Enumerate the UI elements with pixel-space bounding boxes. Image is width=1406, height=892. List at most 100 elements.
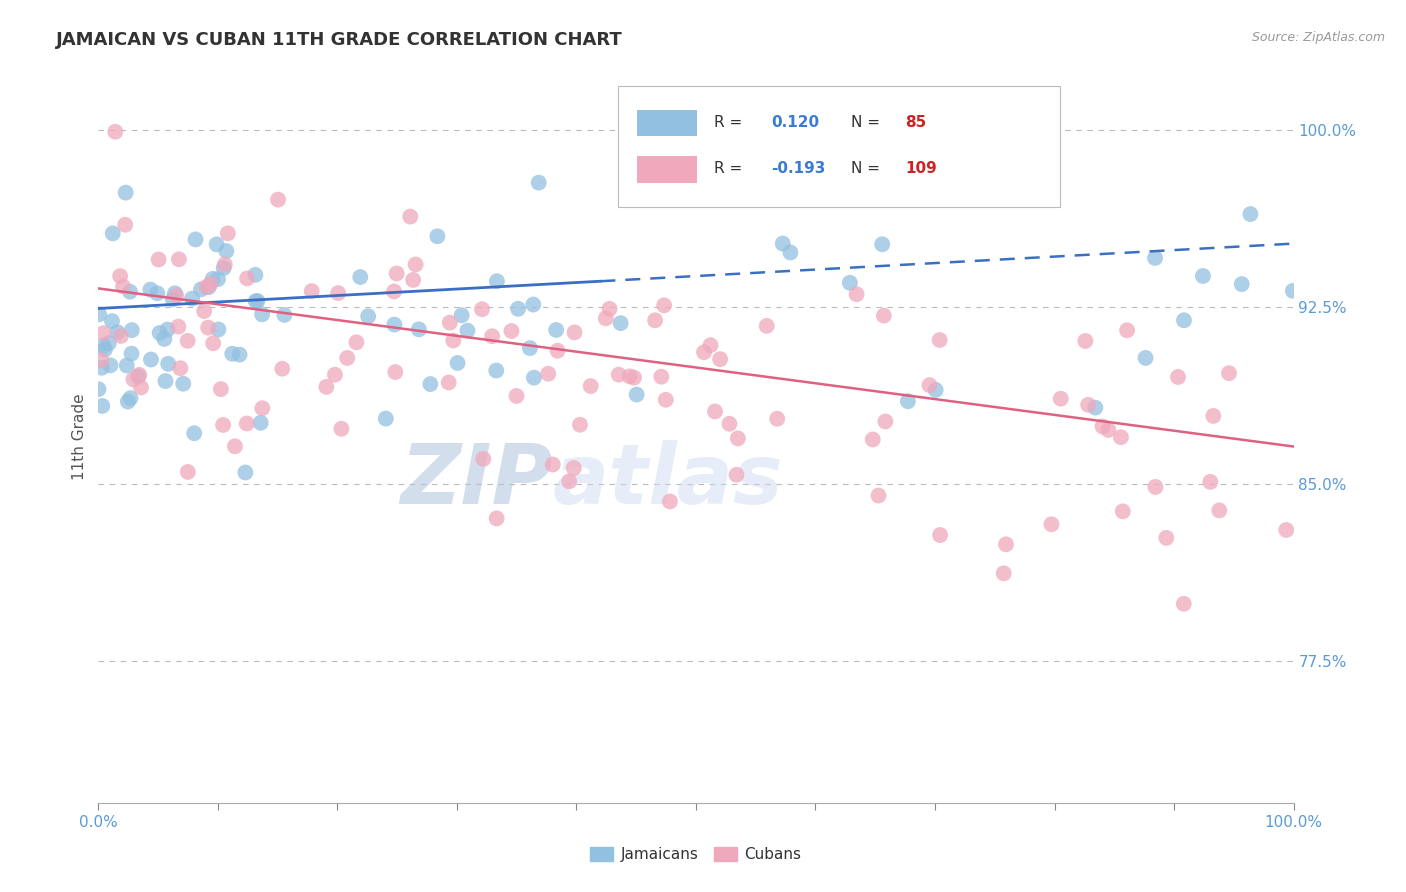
Point bbox=[252, 401, 274, 416]
Point bbox=[97, 336, 120, 351]
Point bbox=[129, 380, 152, 394]
Point bbox=[127, 369, 149, 384]
Point bbox=[426, 229, 449, 244]
Point bbox=[87, 382, 110, 396]
Point bbox=[456, 324, 478, 338]
Point bbox=[564, 326, 586, 340]
Point bbox=[245, 294, 267, 309]
Point bbox=[250, 307, 273, 321]
Point bbox=[200, 277, 222, 291]
Point bbox=[546, 323, 568, 337]
Point bbox=[110, 329, 132, 343]
Point bbox=[471, 302, 494, 317]
Point bbox=[91, 399, 114, 413]
Point bbox=[267, 193, 290, 207]
Legend: Jamaicans, Cubans: Jamaicans, Cubans bbox=[585, 841, 807, 868]
Point bbox=[93, 339, 115, 353]
Point bbox=[94, 343, 117, 357]
Point bbox=[107, 325, 129, 339]
Point bbox=[224, 439, 246, 453]
Point bbox=[1144, 480, 1167, 494]
Point bbox=[273, 308, 295, 322]
FancyBboxPatch shape bbox=[637, 156, 697, 183]
Point bbox=[485, 511, 508, 525]
Point bbox=[725, 467, 748, 482]
Point bbox=[149, 326, 172, 340]
Text: N =: N = bbox=[852, 115, 886, 130]
Point bbox=[90, 353, 112, 368]
Point bbox=[658, 494, 681, 508]
Point bbox=[346, 335, 368, 350]
Point bbox=[201, 272, 224, 286]
Point bbox=[501, 324, 523, 338]
Point bbox=[214, 257, 236, 271]
Point bbox=[1173, 313, 1195, 327]
Point bbox=[177, 465, 200, 479]
Point bbox=[1275, 523, 1298, 537]
Point bbox=[541, 458, 564, 472]
Point bbox=[169, 361, 191, 376]
Point bbox=[558, 475, 581, 489]
Point bbox=[1230, 277, 1253, 292]
Text: ZIP: ZIP bbox=[399, 441, 553, 522]
Point bbox=[562, 461, 585, 475]
Point bbox=[167, 252, 190, 267]
Point bbox=[599, 301, 621, 316]
Point bbox=[485, 363, 508, 377]
Point bbox=[1202, 409, 1225, 423]
Point bbox=[519, 341, 541, 355]
Point bbox=[155, 374, 177, 388]
Point bbox=[419, 377, 441, 392]
Point bbox=[875, 414, 897, 428]
Point bbox=[527, 176, 550, 190]
Point bbox=[139, 283, 162, 297]
Point bbox=[402, 273, 425, 287]
Point bbox=[115, 359, 138, 373]
Point bbox=[157, 357, 180, 371]
Point bbox=[121, 346, 143, 360]
Point bbox=[323, 368, 346, 382]
Point bbox=[623, 370, 645, 384]
Point bbox=[505, 389, 527, 403]
Point bbox=[450, 308, 472, 322]
Point bbox=[382, 285, 405, 299]
Text: 0.120: 0.120 bbox=[772, 115, 820, 130]
Y-axis label: 11th Grade: 11th Grade bbox=[72, 393, 87, 481]
Point bbox=[772, 236, 794, 251]
Point bbox=[1173, 597, 1195, 611]
Point bbox=[114, 218, 136, 232]
Point bbox=[384, 365, 406, 379]
Point bbox=[1199, 475, 1222, 489]
Point bbox=[569, 417, 592, 432]
Point bbox=[315, 380, 337, 394]
Point bbox=[626, 387, 648, 401]
Point bbox=[727, 431, 749, 445]
Point bbox=[184, 232, 207, 246]
Point bbox=[928, 333, 950, 347]
Point bbox=[446, 356, 468, 370]
Text: N =: N = bbox=[852, 161, 886, 176]
Point bbox=[249, 416, 271, 430]
Point bbox=[357, 310, 380, 324]
Point bbox=[207, 322, 229, 336]
Point bbox=[506, 301, 529, 316]
Point bbox=[1167, 370, 1189, 384]
Text: 85: 85 bbox=[905, 115, 927, 130]
Point bbox=[1077, 398, 1099, 412]
Point bbox=[146, 286, 169, 301]
Point bbox=[374, 411, 396, 425]
Point bbox=[212, 417, 235, 432]
Point bbox=[271, 361, 294, 376]
Point bbox=[718, 417, 741, 431]
Point bbox=[609, 316, 631, 330]
Point bbox=[868, 489, 890, 503]
Point bbox=[439, 316, 461, 330]
Point bbox=[215, 244, 238, 258]
Point bbox=[1091, 419, 1114, 434]
Text: atlas: atlas bbox=[553, 441, 783, 522]
Point bbox=[1097, 423, 1119, 437]
Point bbox=[336, 351, 359, 365]
Point bbox=[655, 392, 678, 407]
Point bbox=[1040, 517, 1063, 532]
Point bbox=[101, 314, 124, 328]
